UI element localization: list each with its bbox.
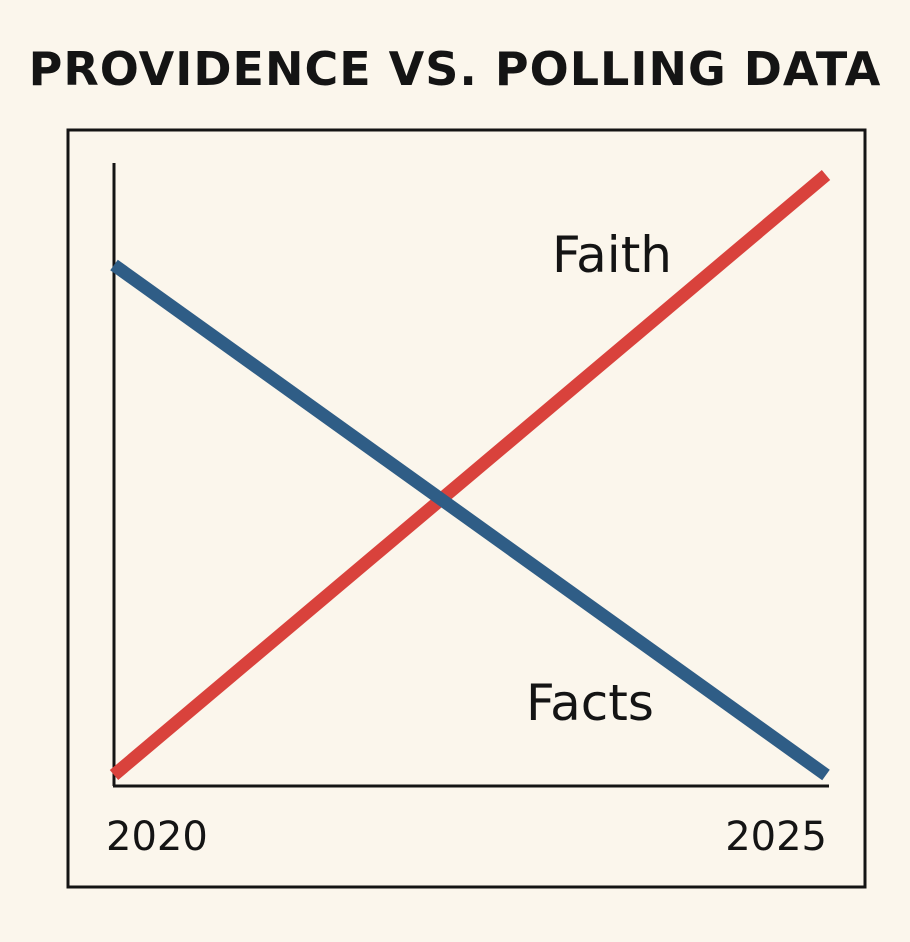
series-label-facts: Facts <box>526 674 654 732</box>
series-layer <box>109 170 831 781</box>
series-label-faith: Faith <box>552 226 672 284</box>
series-line-faith <box>109 170 831 780</box>
x-tick-label-2025: 2025 <box>725 814 827 860</box>
chart-frame <box>66 128 867 889</box>
chart-title: PROVIDENCE VS. POLLING DATA <box>28 42 882 96</box>
series-line-facts <box>110 259 830 781</box>
label-layer: Faith Facts 2020 2025 <box>106 226 827 860</box>
x-tick-label-2020: 2020 <box>106 814 208 860</box>
